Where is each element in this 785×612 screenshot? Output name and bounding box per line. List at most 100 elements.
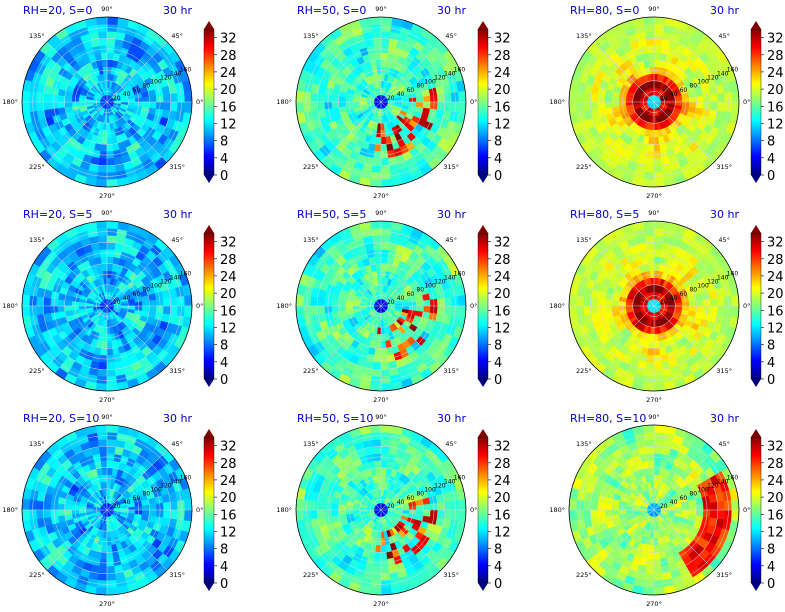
heatmap-cell — [372, 38, 382, 47]
heatmap-cell — [590, 305, 599, 315]
angle-tick-label: 315° — [169, 163, 185, 171]
heatmap-cell — [97, 30, 108, 40]
radial-tick-label: 120 — [707, 75, 719, 82]
heatmap-cell — [331, 95, 340, 103]
polar-panel: 2040608010012014016090°45°0°315°270°225°… — [276, 4, 510, 200]
heatmap-cell — [338, 96, 347, 103]
heatmap-cell — [371, 438, 382, 448]
heatmap-cell — [106, 38, 116, 47]
panel-time-label: 30 hr — [163, 412, 192, 425]
heatmap-cell — [184, 101, 193, 114]
heatmap-cell — [21, 294, 30, 307]
colorbar-tick-label: 16 — [767, 304, 784, 319]
colorbar-tick-label: 28 — [220, 49, 237, 64]
heatmap-cell — [653, 30, 664, 40]
heatmap-cell — [372, 242, 382, 251]
heatmap-cell — [43, 509, 52, 519]
heatmap-cell — [415, 305, 424, 312]
colorbar-tick-label: 16 — [494, 100, 511, 115]
heatmap-cell — [317, 93, 326, 103]
heatmap-cell — [458, 498, 467, 511]
heatmap-cell — [372, 446, 382, 455]
colorbar-tick-label: 8 — [494, 135, 502, 150]
colorbar-tick-label: 8 — [767, 339, 775, 354]
colorbar-tick-label: 4 — [220, 356, 228, 371]
heatmap-cell — [97, 164, 108, 174]
heatmap-cell — [369, 383, 382, 392]
colorbar-tick-label: 12 — [767, 118, 784, 133]
heatmap-cell — [582, 92, 592, 103]
heatmap-cell — [148, 101, 157, 109]
heatmap-cell — [380, 38, 390, 47]
colorbar-tick-label: 12 — [767, 322, 784, 337]
panel-title: RH=80, S=0 — [570, 4, 639, 17]
heatmap-cell — [95, 220, 108, 229]
angle-tick-label: 315° — [443, 367, 459, 375]
heatmap-cell — [604, 95, 613, 103]
heatmap-cell — [653, 59, 660, 68]
polar-panel: 2040608010012014016090°45°0°315°270°225°… — [549, 208, 783, 404]
radial-tick-label: 40 — [123, 499, 131, 506]
heatmap-cell — [642, 383, 655, 392]
heatmap-cell — [436, 305, 446, 315]
colorbar-tick-label: 32 — [767, 236, 784, 251]
heatmap-cell — [642, 16, 655, 25]
heatmap-cell — [98, 446, 108, 455]
heatmap-cell — [100, 551, 108, 560]
heatmap-cell — [309, 296, 319, 307]
heatmap-cell — [380, 59, 387, 68]
radial-tick-label: 60 — [680, 291, 688, 298]
heatmap-cell — [375, 136, 382, 145]
radial-tick-label: 80 — [689, 83, 697, 90]
heatmap-cell — [568, 90, 577, 103]
radial-tick-label: 40 — [397, 295, 405, 302]
heatmap-cell — [57, 95, 66, 103]
colorbar-extend-min — [204, 583, 214, 591]
colorbar-tick-label: 32 — [494, 32, 511, 47]
colorbar-extend-min — [751, 379, 761, 387]
angle-tick-label: 45° — [171, 32, 183, 40]
radial-tick-label: 40 — [670, 295, 678, 302]
heatmap-cell — [380, 368, 391, 378]
colorbar-tick-label: 0 — [220, 169, 228, 184]
heatmap-cell — [106, 424, 119, 433]
angle-tick-label: 90° — [375, 5, 387, 13]
heatmap-cell — [380, 234, 391, 244]
heatmap-cell — [95, 424, 108, 433]
angle-tick-label: 225° — [29, 571, 45, 579]
heatmap-cell — [101, 136, 108, 145]
heatmap-cell — [98, 242, 108, 251]
heatmap-cell — [688, 101, 697, 108]
heatmap-cell — [695, 101, 704, 109]
heatmap-cell — [169, 305, 179, 316]
colorbar-gradient — [750, 232, 762, 380]
radial-tick-label: 140 — [170, 71, 182, 78]
heatmap-cell — [317, 305, 326, 315]
heatmap-cell — [21, 101, 30, 114]
heatmap-cell — [162, 501, 172, 511]
angle-tick-label: 270° — [373, 396, 389, 404]
colorbar-gradient — [203, 232, 215, 380]
heatmap-cell — [380, 467, 387, 476]
radial-tick-label: 20 — [387, 95, 395, 102]
angle-tick-label: 270° — [99, 600, 115, 608]
heatmap-cell — [169, 500, 179, 511]
colorbar-gradient — [477, 232, 489, 380]
heatmap-cell — [371, 30, 382, 40]
heatmap-cell — [43, 93, 52, 103]
grid-spoke — [320, 41, 382, 103]
angle-tick-label: 45° — [445, 236, 457, 244]
colorbar-tick-label: 0 — [767, 373, 775, 388]
heatmap-cell — [648, 136, 655, 145]
colorbar-tick-label: 32 — [494, 236, 511, 251]
heatmap-cell — [611, 96, 620, 103]
panel-title: RH=50, S=0 — [297, 4, 366, 17]
colorbar-tick-label: 12 — [220, 118, 237, 133]
heatmap-cell — [97, 368, 108, 378]
heatmap-cell — [458, 294, 467, 307]
angle-tick-label: 0° — [470, 302, 477, 310]
angle-tick-label: 180° — [276, 302, 292, 310]
